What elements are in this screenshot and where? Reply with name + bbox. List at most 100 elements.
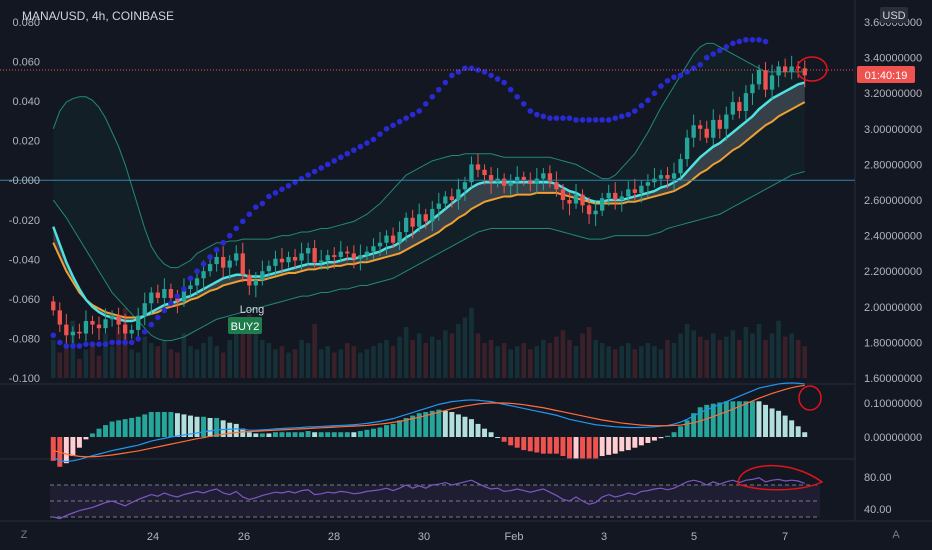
candle-body[interactable] [501,178,507,186]
candle-body[interactable] [149,292,154,304]
candle-body[interactable] [122,324,128,334]
candle-body[interactable] [188,285,193,289]
candle-body[interactable] [613,192,618,200]
candle-body[interactable] [737,102,742,111]
candle-body[interactable] [51,301,56,311]
candle-body[interactable] [325,255,330,261]
candle-body[interactable] [397,232,402,243]
candle-body[interactable] [645,182,651,186]
candle-body[interactable] [162,289,167,298]
candle-body[interactable] [730,102,736,115]
candle-body[interactable] [390,235,396,243]
candle-body[interactable] [639,185,644,193]
candle-body[interactable] [181,289,187,302]
candle-body[interactable] [103,319,108,329]
candle-body[interactable] [312,248,317,263]
candle-body[interactable] [704,128,709,138]
candle-body[interactable] [305,248,311,254]
candle-body[interactable] [626,189,631,197]
zoom-left-button[interactable]: Z [21,529,28,541]
candle-body[interactable] [619,196,624,200]
candle-body[interactable] [70,331,76,336]
candle-body[interactable] [403,217,409,233]
candle-body[interactable] [319,260,324,263]
candle-body[interactable] [769,75,775,90]
candle-body[interactable] [547,173,553,183]
candle-body[interactable] [488,175,494,183]
candle-body[interactable] [534,178,539,184]
candle-body[interactable] [593,210,598,215]
candle-body[interactable] [456,189,461,200]
candle-body[interactable] [430,208,435,222]
candle-body[interactable] [221,256,226,268]
candle-body[interactable] [384,235,389,243]
candle-body[interactable] [750,84,755,94]
candle-body[interactable] [717,119,722,129]
candle-body[interactable] [227,260,232,268]
candle-body[interactable] [136,315,141,330]
candle-body[interactable] [214,256,219,265]
candle-body[interactable] [286,256,291,263]
candle-body[interactable] [528,180,533,184]
candle-body[interactable] [600,198,605,211]
candle-body[interactable] [515,176,520,183]
candle-body[interactable] [201,271,206,279]
candle-body[interactable] [508,182,513,186]
currency-badge-bg[interactable] [880,7,908,23]
candle-body[interactable] [560,189,566,200]
candle-body[interactable] [371,246,376,252]
candle-body[interactable] [142,303,147,316]
candle-body[interactable] [377,242,383,247]
candle-body[interactable] [194,278,200,286]
candle-body[interactable] [573,194,579,204]
candle-body[interactable] [684,137,690,160]
macd-pane[interactable] [50,382,808,467]
candle-body[interactable] [299,253,304,261]
candle-body[interactable] [469,164,474,183]
candle-body[interactable] [423,214,428,222]
candle-body[interactable] [554,182,559,190]
currency-badge[interactable]: USD [882,10,905,22]
candle-body[interactable] [96,324,102,329]
candle-body[interactable] [410,217,415,227]
candle-body[interactable] [724,114,729,129]
candle-body[interactable] [83,321,89,334]
candle-body[interactable] [567,200,572,204]
candle-body[interactable] [279,258,285,263]
candle-body[interactable] [782,66,788,72]
candle-body[interactable] [77,331,82,334]
candle-body[interactable] [482,169,487,176]
candle-body[interactable] [247,274,252,286]
candle-body[interactable] [234,253,239,261]
candle-body[interactable] [240,253,245,275]
candle-body[interactable] [260,271,265,281]
candle-body[interactable] [671,173,677,179]
candle-body[interactable] [358,255,363,259]
candle-body[interactable] [802,68,807,76]
candle-body[interactable] [521,176,526,181]
candle-body[interactable] [691,125,696,138]
candle-body[interactable] [606,192,611,199]
candle-body[interactable] [57,310,62,325]
candle-body[interactable] [632,189,637,193]
candle-body[interactable] [665,175,670,179]
candle-body[interactable] [586,205,592,215]
candle-body[interactable] [462,182,468,190]
candle-body[interactable] [436,203,441,209]
candle-body[interactable] [207,264,213,272]
candle-body[interactable] [763,70,768,90]
candle-body[interactable] [580,194,585,206]
candle-body[interactable] [253,280,258,286]
candle-body[interactable] [273,258,278,266]
candle-body[interactable] [332,255,337,257]
candle-body[interactable] [711,119,716,138]
candle-body[interactable] [364,251,370,256]
rsi-pane[interactable] [50,477,820,520]
candle-body[interactable] [678,159,683,174]
candle-body[interactable] [789,66,794,72]
candle-body[interactable] [541,173,546,179]
candle-body[interactable] [155,292,160,298]
candle-body[interactable] [168,289,174,298]
candle-body[interactable] [129,329,134,334]
